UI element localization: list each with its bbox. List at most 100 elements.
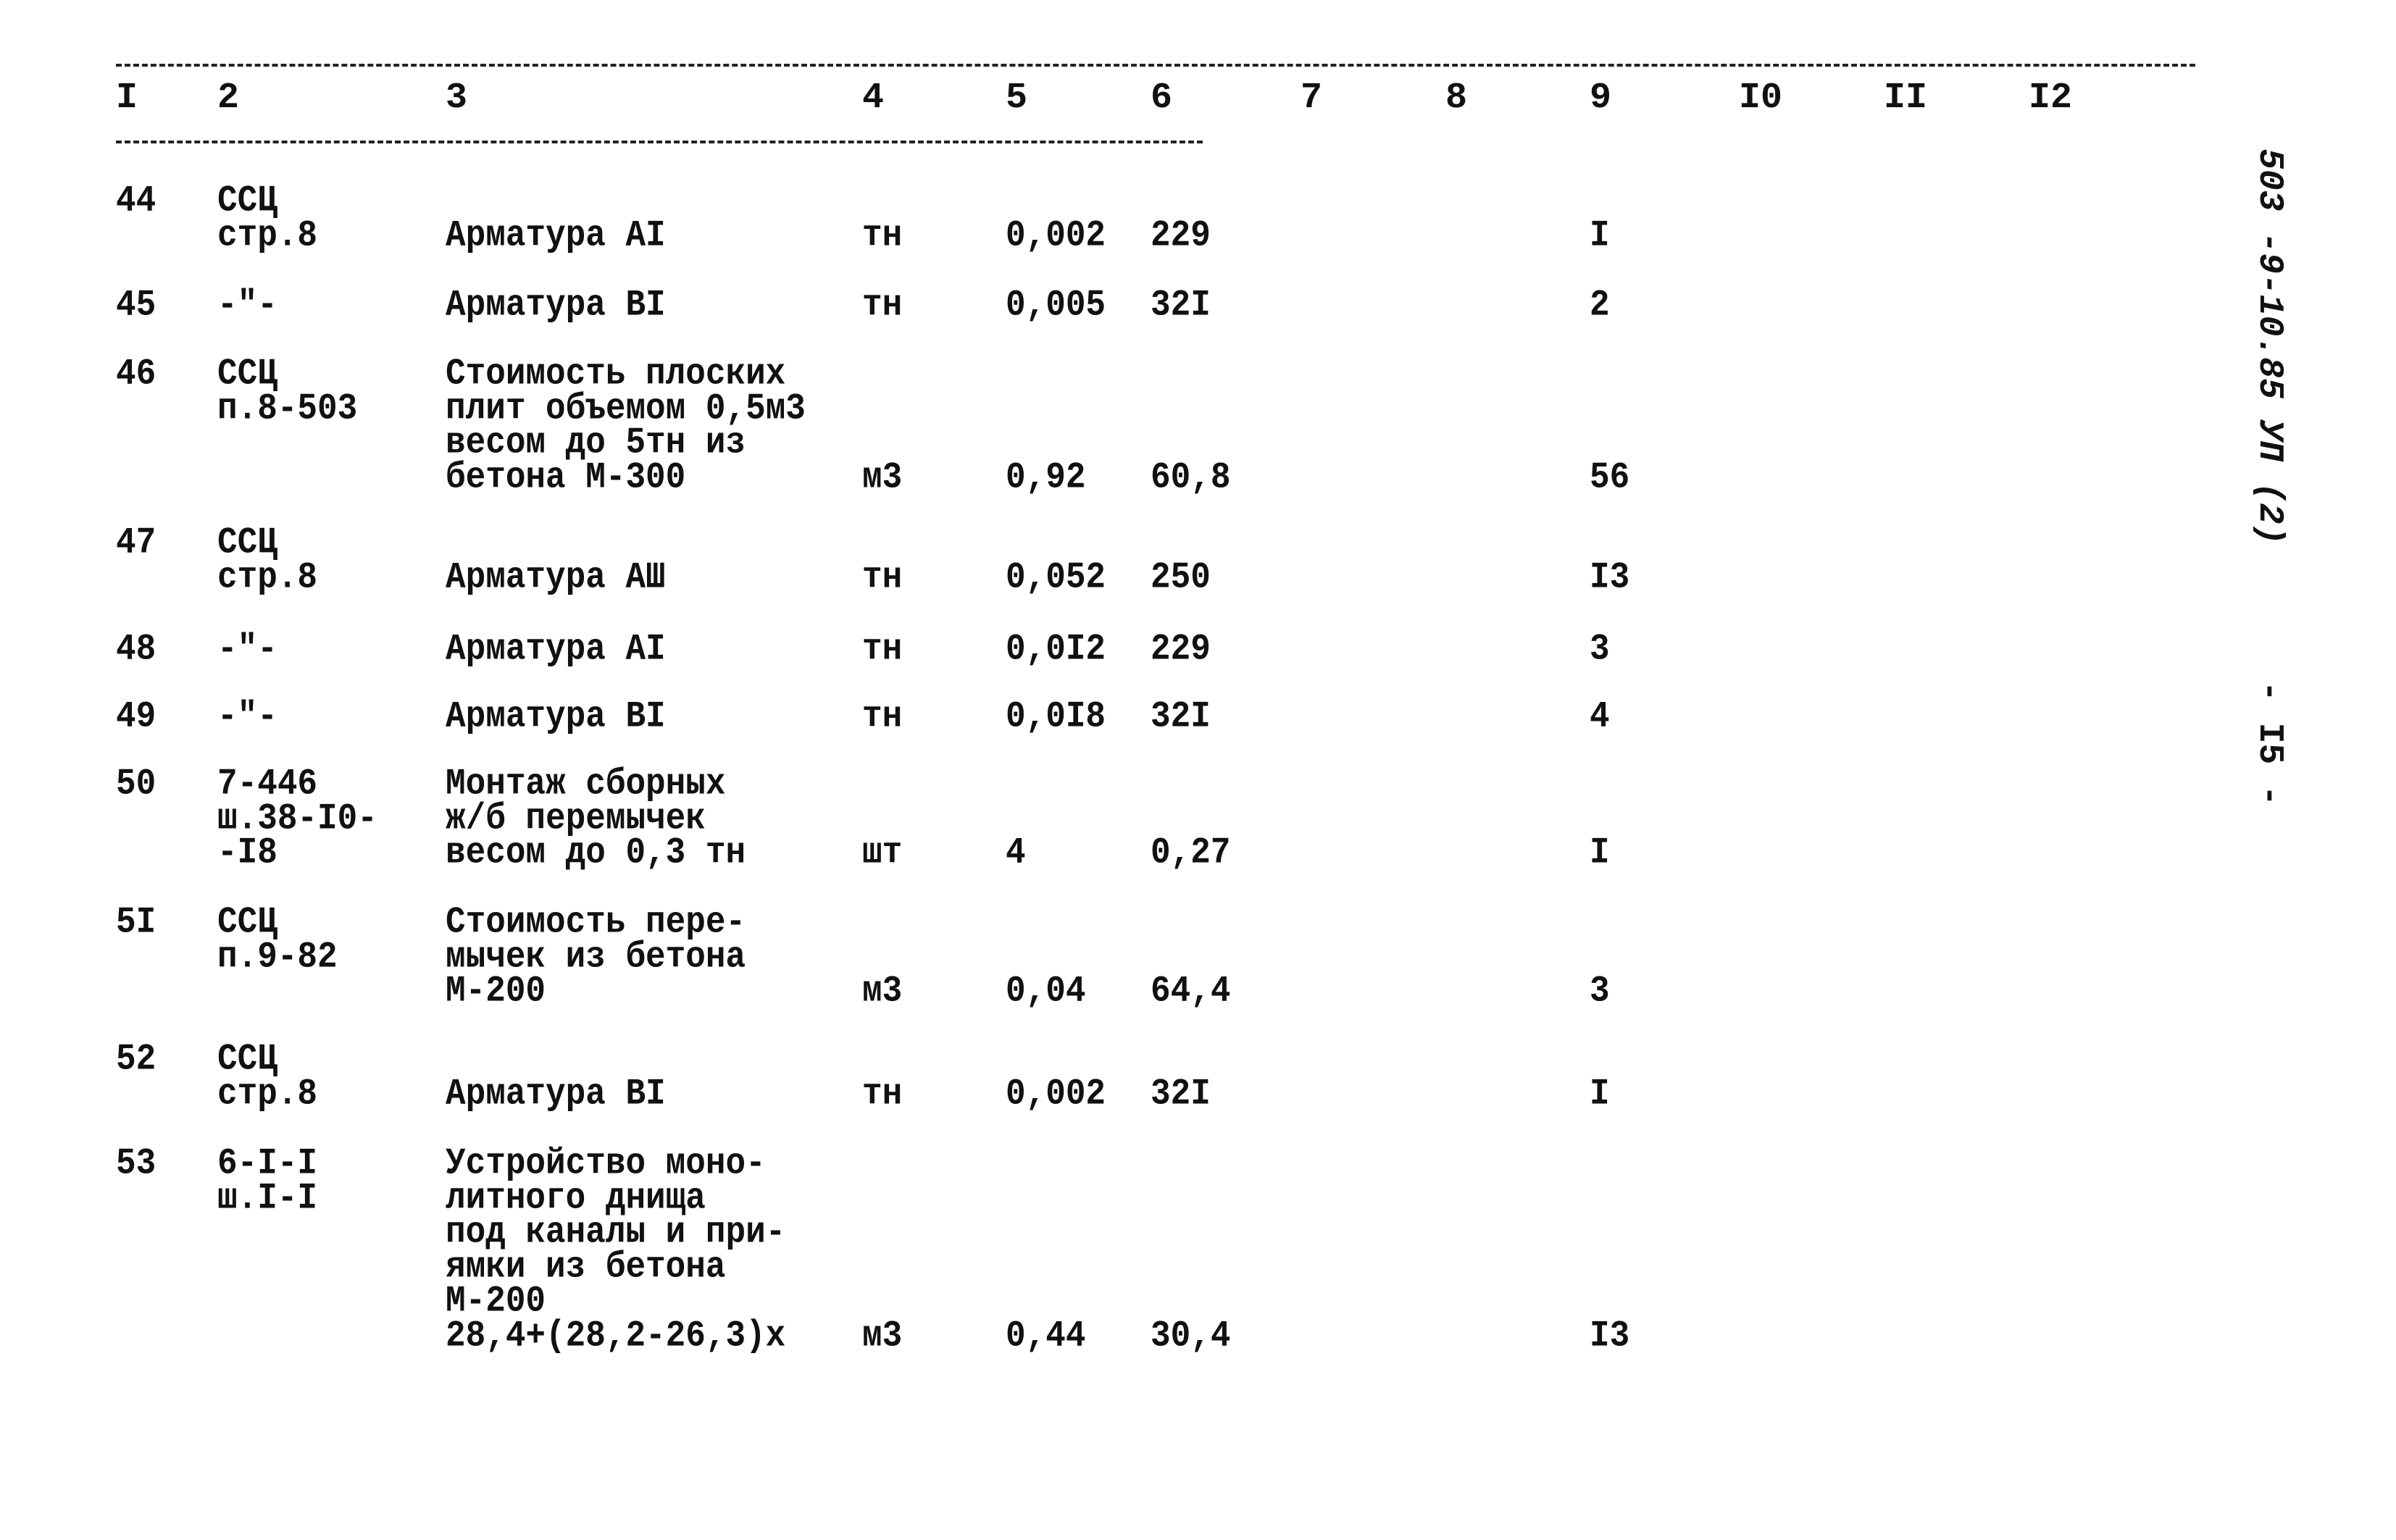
reference: стр.8: [217, 556, 318, 598]
unit-price: 64,4: [1151, 970, 1231, 1012]
column-9-value: I3: [1590, 1315, 1630, 1357]
work-name: Монтаж сборных: [446, 763, 726, 805]
work-name: Арматура BI: [446, 1073, 666, 1115]
column-header-4: 4: [862, 78, 885, 119]
work-name: Стоимость плоских: [446, 353, 786, 395]
table-top-rule: [116, 64, 2195, 67]
column-9-value: 56: [1590, 456, 1630, 498]
page-number: - I5 -: [2250, 681, 2289, 806]
column-header-6: 6: [1151, 78, 1173, 119]
row-number: 52: [116, 1038, 156, 1080]
work-name: 28,4+(28,2-26,3)x: [446, 1315, 786, 1357]
unit: тн: [862, 556, 903, 598]
row-number: 47: [116, 522, 156, 564]
unit-price: 30,4: [1151, 1315, 1231, 1357]
column-9-value: 4: [1590, 695, 1610, 737]
work-name: плит объемом 0,5м3: [446, 388, 806, 430]
quantity: 0,44: [1006, 1315, 1086, 1357]
column-header-2: 2: [217, 78, 240, 119]
quantity: 0,052: [1006, 556, 1106, 598]
work-name: Устройство моно-: [446, 1142, 766, 1184]
quantity: 0,0I2: [1006, 628, 1106, 670]
unit: тн: [862, 284, 903, 326]
quantity: 0,002: [1006, 214, 1106, 256]
reference: стр.8: [217, 1073, 318, 1115]
work-name: ж/б перемычек: [446, 798, 706, 840]
row-number: 49: [116, 695, 156, 737]
column-9-value: I3: [1590, 556, 1630, 598]
reference: ССЦ: [217, 353, 277, 395]
row-number: 45: [116, 284, 156, 326]
unit-price: 60,8: [1151, 456, 1231, 498]
quantity: 4: [1006, 832, 1026, 874]
column-header-10: I0: [1739, 78, 1783, 119]
row-number: 48: [116, 628, 156, 670]
column-9-value: I: [1590, 1073, 1610, 1115]
column-header-9: 9: [1590, 78, 1612, 119]
column-header-12: I2: [2029, 78, 2073, 119]
reference: ш.I-I: [217, 1177, 318, 1219]
unit: м3: [862, 1315, 903, 1357]
column-header-1: I: [116, 78, 138, 119]
column-header-7: 7: [1301, 78, 1323, 119]
unit: тн: [862, 214, 903, 256]
work-name: ямки из бетона: [446, 1246, 726, 1288]
work-name: весом до 0,3 тн: [446, 832, 746, 874]
quantity: 0,04: [1006, 970, 1086, 1012]
reference: -"-: [217, 695, 277, 737]
reference: ССЦ: [217, 901, 277, 943]
work-name: Арматура BI: [446, 284, 666, 326]
unit-price: 32I: [1151, 1073, 1211, 1115]
quantity: 0,0I8: [1006, 695, 1106, 737]
column-header-8: 8: [1445, 78, 1468, 119]
reference: -"-: [217, 628, 277, 670]
unit-price: 0,27: [1151, 832, 1231, 874]
column-header-5: 5: [1006, 78, 1028, 119]
unit: тн: [862, 695, 903, 737]
unit-price: 32I: [1151, 284, 1211, 326]
column-9-value: 3: [1590, 970, 1610, 1012]
row-number: 5I: [116, 901, 156, 943]
document-code: 503 -9-10.85 УП (2): [2250, 148, 2289, 545]
unit-price: 250: [1151, 556, 1211, 598]
quantity: 0,005: [1006, 284, 1106, 326]
work-name: Арматура AШ: [446, 556, 666, 598]
work-name: М-200: [446, 970, 546, 1012]
unit: м3: [862, 456, 903, 498]
reference: 7-446: [217, 763, 318, 805]
unit-price: 32I: [1151, 695, 1211, 737]
work-name: весом до 5тн из: [446, 422, 746, 464]
unit: шт: [862, 832, 903, 874]
reference: п.9-82: [217, 936, 338, 978]
column-9-value: I: [1590, 214, 1610, 256]
reference: п.8-503: [217, 388, 358, 430]
reference: ССЦ: [217, 522, 277, 564]
quantity: 0,002: [1006, 1073, 1106, 1115]
work-name: литного днища: [446, 1177, 706, 1219]
reference: ССЦ: [217, 1038, 277, 1080]
unit: тн: [862, 1073, 903, 1115]
reference: стр.8: [217, 214, 318, 256]
column-9-value: I: [1590, 832, 1610, 874]
row-number: 53: [116, 1142, 156, 1184]
work-name: Арматура BI: [446, 695, 666, 737]
reference: ш.38-I0-: [217, 798, 377, 840]
header-bottom-rule: [116, 141, 1203, 143]
unit: тн: [862, 628, 903, 670]
unit-price: 229: [1151, 214, 1211, 256]
work-name: Стоимость пере-: [446, 901, 746, 943]
reference: 6-I-I: [217, 1142, 318, 1184]
reference: -"-: [217, 284, 277, 326]
column-header-11: II: [1884, 78, 1928, 119]
column-9-value: 3: [1590, 628, 1610, 670]
work-name: бетона М-300: [446, 456, 686, 498]
work-name: М-200: [446, 1280, 546, 1322]
work-name: под каналы и при-: [446, 1211, 786, 1253]
column-header-3: 3: [446, 78, 468, 119]
unit-price: 229: [1151, 628, 1211, 670]
work-name: мычек из бетона: [446, 936, 746, 978]
column-9-value: 2: [1590, 284, 1610, 326]
row-number: 46: [116, 353, 156, 395]
row-number: 50: [116, 763, 156, 805]
quantity: 0,92: [1006, 456, 1086, 498]
